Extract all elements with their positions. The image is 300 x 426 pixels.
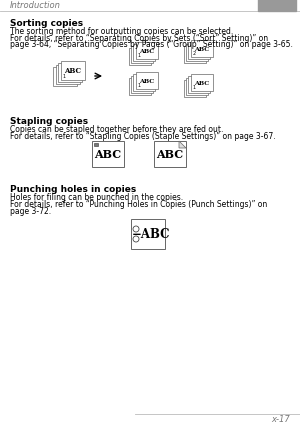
- Bar: [184, 46, 206, 63]
- Bar: [56, 65, 80, 84]
- Text: ABC: ABC: [64, 67, 81, 75]
- Text: ABC: ABC: [139, 79, 154, 84]
- Bar: [188, 43, 210, 60]
- Polygon shape: [179, 142, 186, 149]
- Bar: [186, 45, 208, 61]
- Text: −ABC: −ABC: [132, 228, 170, 241]
- Text: 2: 2: [193, 51, 196, 56]
- Text: Sorting copies: Sorting copies: [10, 19, 83, 28]
- Text: Copies can be stapled together before they are fed out.: Copies can be stapled together before th…: [10, 125, 224, 134]
- Text: ABC: ABC: [156, 149, 184, 160]
- Text: ABC: ABC: [194, 81, 209, 86]
- Bar: [53, 67, 77, 86]
- Bar: [92, 142, 124, 167]
- Bar: [134, 75, 155, 92]
- Text: page 3-72.: page 3-72.: [10, 207, 51, 216]
- Bar: [131, 219, 165, 249]
- Bar: [129, 78, 151, 95]
- Text: For details, refer to “Separating Copies by Sets (“Sort” Setting)” on: For details, refer to “Separating Copies…: [10, 34, 268, 43]
- Bar: [58, 63, 82, 82]
- Bar: [94, 143, 98, 146]
- Bar: [61, 61, 85, 81]
- Text: ABC: ABC: [194, 47, 209, 52]
- Bar: [258, 0, 296, 12]
- Text: ABC: ABC: [94, 149, 122, 160]
- Text: x-17: x-17: [271, 414, 290, 423]
- Text: For details, refer to “Stapling Copies (Staple Settings)” on page 3-67.: For details, refer to “Stapling Copies (…: [10, 132, 276, 141]
- Text: Holes for filing can be punched in the copies.: Holes for filing can be punched in the c…: [10, 193, 183, 201]
- Bar: [184, 81, 206, 97]
- Circle shape: [133, 227, 139, 233]
- Text: The sorting method for outputting copies can be selected.: The sorting method for outputting copies…: [10, 27, 233, 36]
- Text: 1: 1: [62, 73, 66, 78]
- Circle shape: [133, 236, 139, 242]
- Bar: [154, 142, 186, 167]
- Bar: [136, 43, 158, 60]
- Text: 1: 1: [138, 83, 141, 88]
- Text: 1: 1: [193, 85, 196, 90]
- Bar: [129, 49, 151, 65]
- Bar: [131, 77, 153, 93]
- Bar: [190, 41, 213, 58]
- Text: 1: 1: [138, 53, 141, 58]
- Text: page 3-64, “Separating Copies by Pages (“Group” Setting)” on page 3-65.: page 3-64, “Separating Copies by Pages (…: [10, 40, 293, 49]
- Bar: [134, 45, 155, 62]
- Bar: [190, 75, 213, 92]
- Text: ABC: ABC: [139, 49, 154, 54]
- Bar: [131, 46, 153, 63]
- Text: Stapling copies: Stapling copies: [10, 117, 88, 126]
- Bar: [136, 73, 158, 90]
- Text: Punching holes in copies: Punching holes in copies: [10, 184, 136, 193]
- Bar: [186, 78, 208, 95]
- Text: Introduction: Introduction: [10, 2, 61, 11]
- Bar: [188, 77, 210, 94]
- Text: For details, refer to “Punching Holes in Copies (Punch Settings)” on: For details, refer to “Punching Holes in…: [10, 199, 267, 208]
